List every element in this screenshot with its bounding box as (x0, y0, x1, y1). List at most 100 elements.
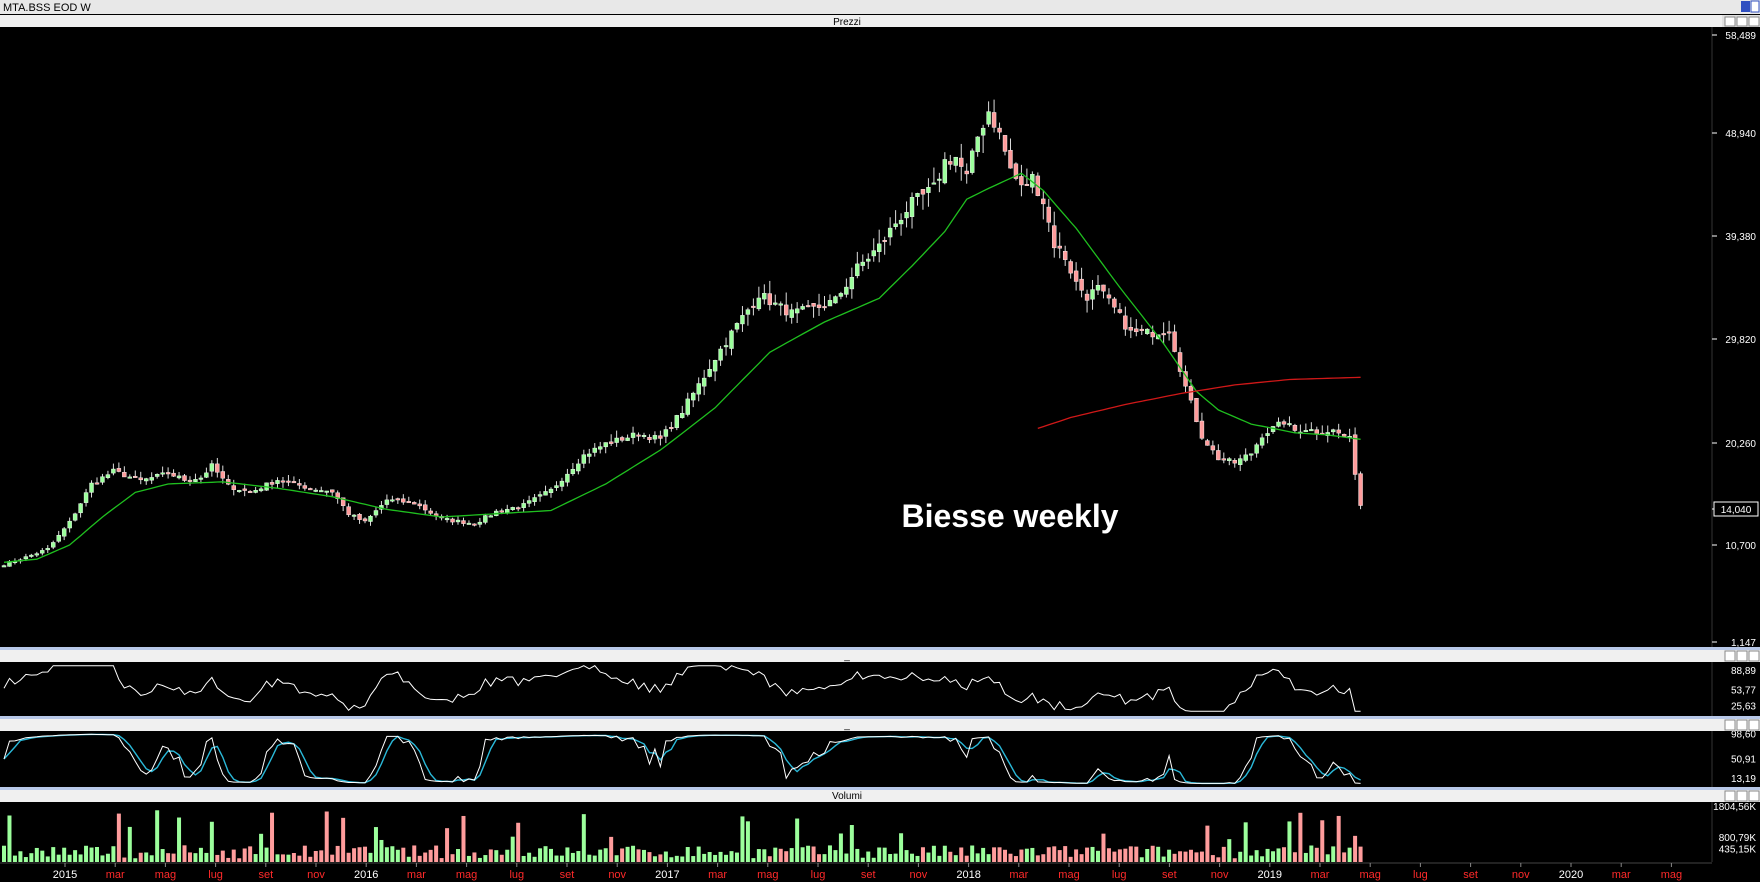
candle-body (461, 520, 466, 524)
candle-body (455, 519, 461, 523)
candle-body (521, 503, 526, 508)
volume-bar (1232, 858, 1237, 862)
volume-bar (981, 847, 986, 862)
volume-bar (226, 857, 231, 862)
candle-body (860, 261, 865, 266)
time-month-label: lug (509, 869, 524, 881)
volume-bar (209, 821, 214, 862)
volume-bar (1347, 847, 1352, 862)
volume-bar (1090, 846, 1095, 862)
volume-bar (18, 851, 23, 862)
time-year-label: 2017 (655, 869, 679, 881)
candle-body (592, 447, 597, 453)
volume-bar (1019, 849, 1024, 862)
candle-body (472, 523, 477, 526)
candle-body (1150, 332, 1155, 338)
candle-body (1172, 331, 1177, 352)
candle-body (1128, 327, 1134, 331)
volume-bar (384, 847, 389, 862)
window-minimize-icon[interactable] (1741, 1, 1750, 12)
window-maximize-icon[interactable] (1750, 0, 1760, 13)
candle-body (1259, 437, 1265, 446)
volume-bar (56, 854, 61, 862)
volume-bar (133, 858, 138, 862)
volume-bar (1063, 846, 1068, 862)
candle-body (975, 136, 980, 153)
candle-body (603, 442, 608, 448)
candle-body (417, 503, 422, 507)
candle-body (488, 515, 494, 518)
volume-bar (516, 822, 521, 862)
volume-bar (166, 853, 171, 862)
candle-body (1331, 429, 1336, 433)
candle-body (767, 293, 772, 306)
volume-bar (363, 846, 368, 862)
stoch-axis-ticks: 98,60 50,91 13,19 (1731, 730, 1756, 785)
time-month-label: set (1162, 869, 1177, 881)
volume-bar (1292, 852, 1297, 862)
candle-body (362, 518, 368, 522)
candle-body (1095, 285, 1101, 291)
candle-body (565, 473, 570, 483)
volume-bar (1030, 847, 1035, 862)
volume-bar (127, 826, 132, 862)
volume-bar (78, 854, 83, 862)
volume-bar (554, 855, 559, 862)
volume-bar (100, 855, 105, 862)
volume-panel-title: Volumi (832, 791, 862, 802)
volume-bar (641, 849, 646, 862)
candle-body (581, 454, 587, 464)
chart-annotation: Biesse weekly (901, 498, 1118, 534)
candle-body (466, 522, 472, 525)
volume-bar (942, 845, 947, 862)
volume-bar (1079, 854, 1084, 862)
candle-body (789, 309, 794, 318)
volume-bar (198, 847, 203, 862)
candle-body (926, 187, 931, 193)
volume-bar (84, 845, 89, 862)
candle-body (608, 441, 614, 444)
price-panel-buttons[interactable] (1722, 15, 1760, 27)
candle-body (674, 415, 680, 428)
candle-body (61, 528, 67, 537)
volume-tick-label: 1804,56K (1713, 802, 1756, 813)
candle-body (904, 212, 909, 219)
volume-bar (527, 852, 532, 862)
candle-body (133, 475, 138, 478)
volume-bar (357, 847, 362, 862)
candle-body (373, 510, 379, 516)
volume-bar (729, 851, 734, 862)
candle-body (313, 489, 318, 492)
volume-bar (34, 847, 39, 862)
volume-bar (182, 845, 187, 862)
time-month-label: mar (1311, 869, 1330, 881)
rsi-panel-title: _ (843, 651, 850, 662)
rsi-tick-label: 88,89 (1731, 666, 1756, 677)
candle-body (83, 492, 89, 503)
candle-body (187, 479, 193, 482)
volume-bar (948, 851, 953, 862)
candle-body (619, 437, 625, 441)
volume-bar (789, 848, 794, 862)
candle-body (51, 542, 56, 548)
candle-body (718, 348, 723, 361)
price-tick-label: 48,940 (1725, 129, 1756, 140)
candle-body (1101, 284, 1106, 292)
candle-body (1265, 433, 1270, 436)
volume-bar (242, 848, 247, 862)
candle-body (1227, 458, 1232, 461)
volume-bar (822, 854, 827, 862)
candle-body (171, 472, 176, 477)
rsi-panel-buttons[interactable] (1724, 650, 1760, 662)
stoch-panel-buttons[interactable] (1724, 719, 1760, 731)
volume-bar (215, 854, 220, 862)
volume-bar (259, 833, 264, 862)
volume-bar (450, 854, 455, 862)
price-axis-strip (1712, 27, 1760, 647)
volume-panel-buttons[interactable] (1724, 790, 1760, 802)
volume-bar (428, 849, 433, 862)
time-month-label: mar (106, 869, 125, 881)
volume-bar (724, 854, 729, 862)
volume-bar (920, 847, 925, 862)
